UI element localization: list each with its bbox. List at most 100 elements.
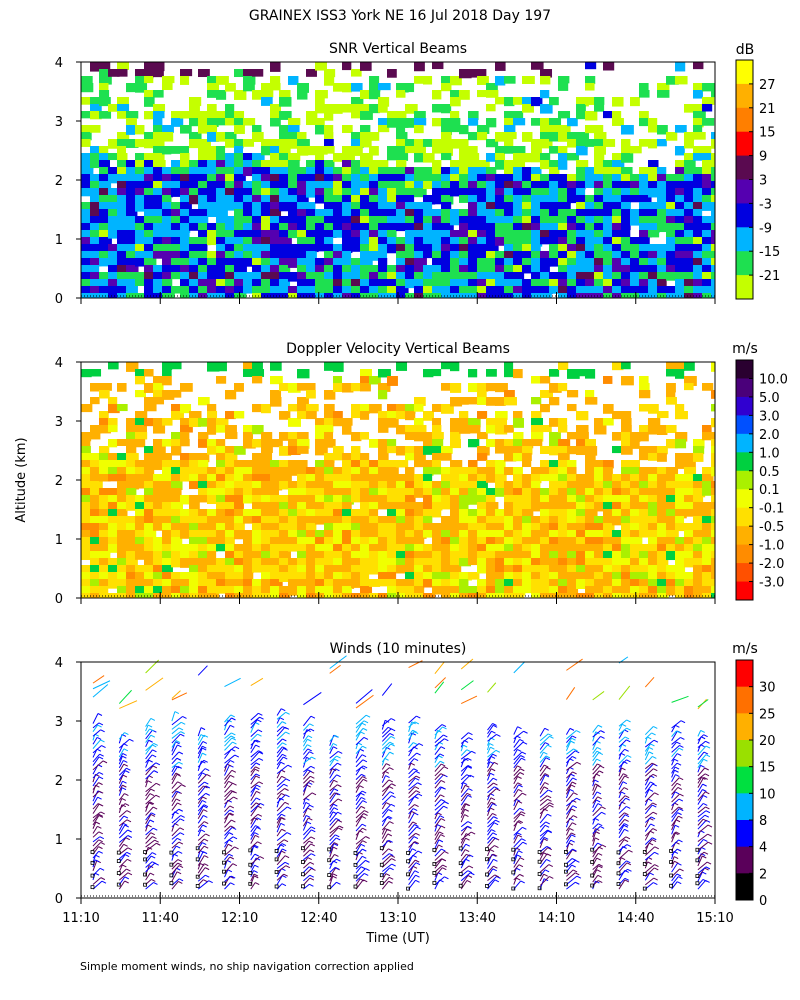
wind-barb-flag <box>122 784 127 788</box>
heatmap-cell <box>612 474 624 484</box>
wind-barb-flag <box>335 768 340 772</box>
heatmap-cell <box>513 160 526 170</box>
heatmap-cell <box>117 439 130 447</box>
heatmap-cell <box>117 404 128 412</box>
heatmap-cell <box>180 432 190 440</box>
heatmap-cell <box>711 432 715 442</box>
wind-barb-flag <box>232 782 237 786</box>
wind-barb-flag <box>97 796 102 800</box>
heatmap-cell <box>108 523 121 533</box>
wind-barb <box>92 860 98 871</box>
wind-barb-flag <box>95 821 101 825</box>
heatmap-cell <box>369 558 380 567</box>
heatmap-cell <box>279 537 290 547</box>
wind-barb-flag <box>230 724 235 728</box>
heatmap-cell <box>126 439 138 447</box>
heatmap-cell <box>108 495 120 503</box>
heatmap-cell <box>117 467 128 475</box>
heatmap-cell <box>576 579 587 589</box>
heatmap-cell <box>495 251 508 259</box>
heatmap-cell <box>225 167 238 177</box>
wind-barb <box>92 811 101 819</box>
heatmap-cell <box>333 593 344 598</box>
heatmap-cell <box>675 558 686 567</box>
heatmap-cell <box>252 537 262 546</box>
heatmap-cell <box>702 195 714 205</box>
heatmap-cell <box>315 125 325 135</box>
heatmap-cell <box>117 530 130 540</box>
heatmap-cell <box>522 537 534 547</box>
heatmap-cell <box>603 544 615 554</box>
heatmap-cell <box>648 481 660 490</box>
heatmap-cell <box>207 125 218 133</box>
heatmap-cell <box>468 544 478 552</box>
heatmap-cell <box>297 516 309 526</box>
wind-barb-flag <box>176 837 182 841</box>
heatmap-cell <box>261 593 273 598</box>
wind-barb-flag <box>287 764 292 768</box>
wind-barb-flag <box>360 843 366 847</box>
calm-marker <box>222 860 226 865</box>
heatmap-cell <box>198 397 210 406</box>
wind-barb-flag <box>201 842 207 846</box>
heatmap-cell <box>369 439 381 448</box>
heatmap-cell <box>702 474 714 483</box>
heatmap-cell <box>639 272 652 281</box>
heatmap-cell <box>504 202 514 212</box>
heatmap-cell <box>594 586 604 595</box>
colorbar-frame <box>735 359 754 601</box>
heatmap-cell <box>387 523 397 531</box>
heatmap-cell <box>585 369 596 379</box>
wind-barb-flag <box>414 841 420 844</box>
heatmap-cell <box>396 530 408 539</box>
heatmap-cell <box>612 586 624 595</box>
heatmap-cell <box>684 167 697 177</box>
heatmap-cell <box>153 279 166 288</box>
heatmap-cell <box>135 390 147 398</box>
heatmap-cell <box>684 160 696 170</box>
heatmap-cell <box>324 572 336 582</box>
heatmap-cell <box>171 146 184 154</box>
heatmap-cell <box>81 544 91 554</box>
heatmap-cell <box>207 439 220 448</box>
heatmap-cell <box>351 404 361 414</box>
heatmap-cell <box>675 565 686 574</box>
heatmap-cell <box>459 139 469 148</box>
heatmap-cell <box>396 404 408 414</box>
heatmap-cell <box>576 181 586 190</box>
heatmap-cell <box>405 481 418 489</box>
heatmap-cell <box>234 167 247 176</box>
colorbar-label: 3 <box>759 174 767 189</box>
heatmap-cell <box>432 495 443 504</box>
heatmap-cell <box>315 432 328 440</box>
heatmap-cell <box>180 272 193 281</box>
heatmap-cell <box>585 76 596 85</box>
heatmap-cell <box>180 425 193 433</box>
heatmap-cell <box>225 279 235 288</box>
heatmap-cell <box>657 572 667 581</box>
heatmap-cell <box>549 251 562 259</box>
heatmap-cell <box>621 460 632 469</box>
heatmap-cell <box>126 244 137 253</box>
heatmap-cell <box>594 209 606 219</box>
heatmap-cell <box>441 453 452 461</box>
heatmap-cell <box>423 579 436 588</box>
heatmap-cell <box>126 223 139 231</box>
wind-barb <box>118 781 123 789</box>
heatmap-cell <box>585 272 596 282</box>
heatmap-cell <box>666 223 677 233</box>
heatmap-cell <box>594 146 606 155</box>
heatmap-cell <box>207 258 218 268</box>
wind-barb <box>145 812 152 821</box>
heatmap-cell <box>198 432 209 440</box>
wind-barb <box>355 800 364 810</box>
heatmap-cell <box>405 572 416 581</box>
wind-barb-flag <box>126 810 131 814</box>
heatmap-cell <box>612 481 625 490</box>
wind-barb <box>303 826 312 836</box>
heatmap-cell <box>153 244 164 252</box>
heatmap-cell <box>405 146 418 154</box>
colorbar-label: -0.1 <box>759 502 784 517</box>
colorbar-label: 21 <box>759 102 776 117</box>
heatmap-cell <box>81 265 93 275</box>
